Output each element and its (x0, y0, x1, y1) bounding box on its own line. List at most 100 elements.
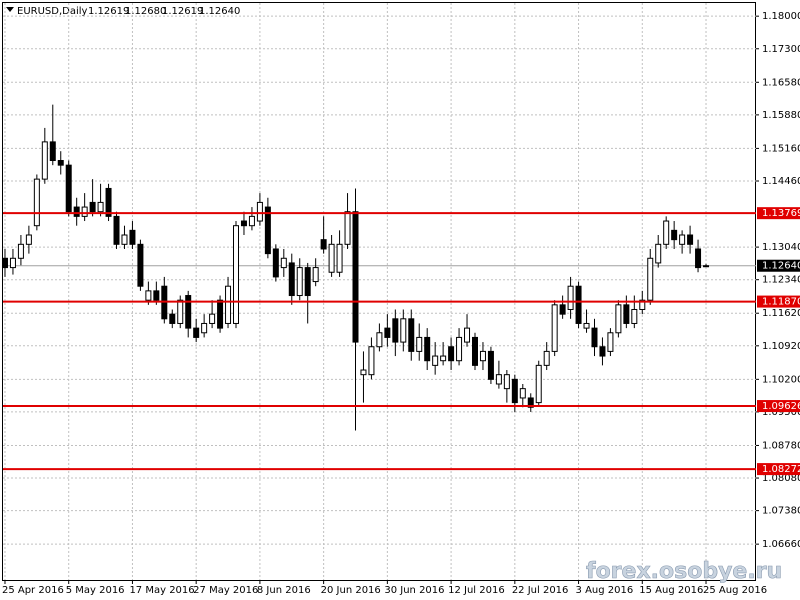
candle-body (225, 285, 232, 324)
candle-body (105, 187, 112, 217)
candle-body (487, 350, 494, 380)
candle-body (503, 374, 510, 390)
candle-body (416, 336, 423, 352)
candle-body (639, 299, 646, 310)
candle-body (81, 206, 88, 217)
x-tick-label: 12 Jul 2016 (448, 585, 505, 596)
x-tick-label: 17 May 2016 (129, 585, 194, 596)
y-tick-label: 1.07380 (762, 506, 800, 517)
y-tick-label: 1.11620 (762, 308, 800, 319)
candle-body (304, 267, 311, 297)
y-tick-label: 1.08780 (762, 440, 800, 451)
x-tick-label: 8 Jun 2016 (257, 585, 311, 596)
candle-body (185, 295, 192, 329)
candle-body (623, 304, 630, 324)
candle-body (392, 318, 399, 343)
candle-body (272, 248, 279, 278)
candle-body (129, 229, 136, 245)
candle-body (33, 178, 40, 227)
current-price-label: 1.12640 (762, 261, 800, 272)
candle-body (448, 346, 455, 362)
candle-body (551, 304, 558, 352)
candle-body (495, 374, 502, 385)
candle-body (328, 243, 335, 273)
candle-body (121, 234, 128, 245)
candle-body (464, 327, 471, 343)
y-tick-label: 1.10200 (762, 374, 800, 385)
candle-body (233, 225, 240, 324)
x-tick-label: 15 Aug 2016 (639, 585, 703, 596)
candle-body (145, 290, 152, 301)
candle-body (615, 304, 622, 334)
candle-body (535, 364, 542, 404)
level-label: 1.11870 (762, 297, 800, 308)
candle-body (89, 201, 96, 213)
header-value: 1.12640 (199, 6, 240, 17)
candle-body (647, 257, 654, 301)
candle-body (336, 243, 343, 273)
menu-arrow (6, 7, 14, 12)
candle-body (384, 327, 391, 338)
candle-body (9, 257, 16, 269)
candle-body (264, 206, 271, 255)
watermark: forex.osobye.ru (586, 559, 782, 584)
candle-body (368, 346, 375, 376)
x-tick-label: 3 Aug 2016 (576, 585, 634, 596)
candle-body (583, 322, 590, 329)
candle-body (217, 299, 224, 329)
y-tick-label: 1.10920 (762, 341, 800, 352)
candle-body (408, 318, 415, 352)
candle-body (97, 201, 104, 213)
candle-body (296, 267, 303, 297)
candle-body (288, 262, 295, 297)
candle-body (312, 267, 319, 283)
candle-body (49, 141, 56, 162)
candle-body (567, 285, 574, 310)
candle-body (400, 318, 407, 343)
candle-body (527, 397, 534, 408)
candle-body (177, 299, 184, 324)
candle-body (209, 313, 216, 324)
candle-body (559, 304, 566, 315)
candle-body (631, 308, 638, 324)
y-tick-label: 1.17300 (762, 44, 800, 55)
x-tick-label: 22 Jul 2016 (512, 585, 569, 596)
candle-body (424, 336, 431, 362)
level-label-box (757, 207, 800, 220)
level-label-box (757, 463, 800, 476)
candle-body (201, 322, 208, 334)
candle-body (153, 290, 160, 301)
candle-body (280, 257, 287, 269)
candle-body (543, 350, 550, 366)
candle-body (519, 388, 526, 399)
candle-body (376, 332, 383, 348)
plot-frame (2, 2, 756, 581)
candle-body (471, 336, 478, 366)
header-value: 1.12619 (88, 6, 129, 17)
level-label-box (757, 400, 800, 413)
level-label-box (757, 295, 800, 308)
candle-body (41, 141, 48, 180)
header-value: 1.12680 (125, 6, 166, 17)
candle-body (65, 164, 72, 213)
chart-title: EURUSD,Daily (17, 6, 88, 17)
y-tick-label: 1.08080 (762, 473, 800, 484)
candle-body (432, 355, 439, 366)
y-tick-label: 1.15880 (762, 110, 800, 121)
candle-body (73, 206, 80, 217)
current-price-box (757, 259, 800, 272)
candle-body (440, 355, 447, 362)
candle-body (360, 369, 367, 376)
candle-body (671, 229, 678, 241)
candle-body (655, 243, 662, 264)
candle-body (57, 160, 64, 166)
y-tick-label: 1.15160 (762, 143, 800, 154)
candle-body (456, 336, 463, 362)
candle-body (687, 234, 694, 245)
candle-body (113, 215, 120, 245)
x-tick-label: 27 May 2016 (193, 585, 258, 596)
candle-body (193, 327, 200, 338)
candle-body (703, 265, 710, 268)
